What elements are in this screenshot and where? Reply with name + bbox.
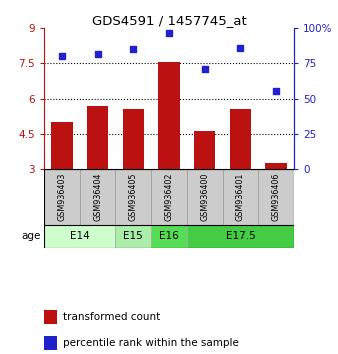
Text: E14: E14 (70, 231, 90, 241)
Text: transformed count: transformed count (63, 312, 160, 322)
Text: E16: E16 (159, 231, 179, 241)
Text: age: age (22, 231, 41, 241)
Bar (115, 169, 151, 225)
Text: E17.5: E17.5 (225, 231, 255, 241)
Text: percentile rank within the sample: percentile rank within the sample (63, 338, 238, 348)
Bar (151, 225, 187, 248)
Text: GSM936402: GSM936402 (165, 172, 173, 221)
Point (95, 51, 100, 56)
Text: GSM936403: GSM936403 (57, 172, 66, 221)
Bar (265, 163, 287, 169)
Point (273, 88, 279, 94)
Text: GSM936401: GSM936401 (236, 172, 245, 221)
Bar (44, 225, 115, 248)
Bar (87, 105, 108, 169)
Bar (44, 169, 80, 225)
Text: GSM936405: GSM936405 (129, 172, 138, 221)
Point (166, 30, 172, 35)
Point (202, 66, 208, 72)
Bar (187, 225, 294, 248)
Point (130, 46, 136, 52)
Bar (123, 109, 144, 169)
Bar (158, 62, 180, 169)
Bar (194, 131, 215, 169)
Bar (51, 122, 73, 169)
Text: GSM936400: GSM936400 (200, 172, 209, 221)
Title: GDS4591 / 1457745_at: GDS4591 / 1457745_at (92, 14, 246, 27)
Bar (151, 169, 187, 225)
Bar (115, 225, 151, 248)
Point (238, 45, 243, 51)
Text: GSM936406: GSM936406 (272, 172, 281, 221)
Bar (223, 169, 258, 225)
Bar (80, 169, 115, 225)
Bar (258, 169, 294, 225)
Bar (230, 109, 251, 169)
Text: GSM936404: GSM936404 (93, 172, 102, 221)
Text: E15: E15 (123, 231, 143, 241)
Point (59, 53, 65, 59)
Bar (187, 169, 223, 225)
